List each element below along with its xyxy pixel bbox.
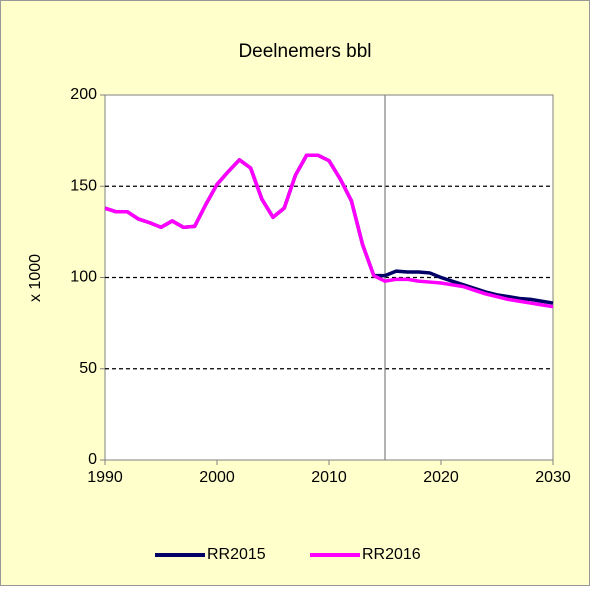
y-tick-label: 0	[88, 451, 97, 468]
y-tick-label: 200	[70, 86, 97, 103]
y-tick-label: 50	[79, 360, 97, 377]
chart-title: Deelnemers bbl	[238, 41, 371, 62]
y-axis-label: x 1000	[27, 254, 44, 302]
x-tick-label: 2020	[423, 469, 459, 486]
x-tick-label: 2030	[535, 469, 571, 486]
y-tick-label: 100	[70, 269, 97, 286]
x-tick-label: 1990	[87, 469, 123, 486]
series-line	[104, 153, 554, 309]
y-tick-label: 150	[70, 177, 97, 194]
x-tick-label: 2000	[199, 469, 235, 486]
legend-label: RR2015	[207, 546, 266, 563]
x-tick-label: 2010	[311, 469, 347, 486]
legend-label: RR2016	[362, 546, 421, 563]
